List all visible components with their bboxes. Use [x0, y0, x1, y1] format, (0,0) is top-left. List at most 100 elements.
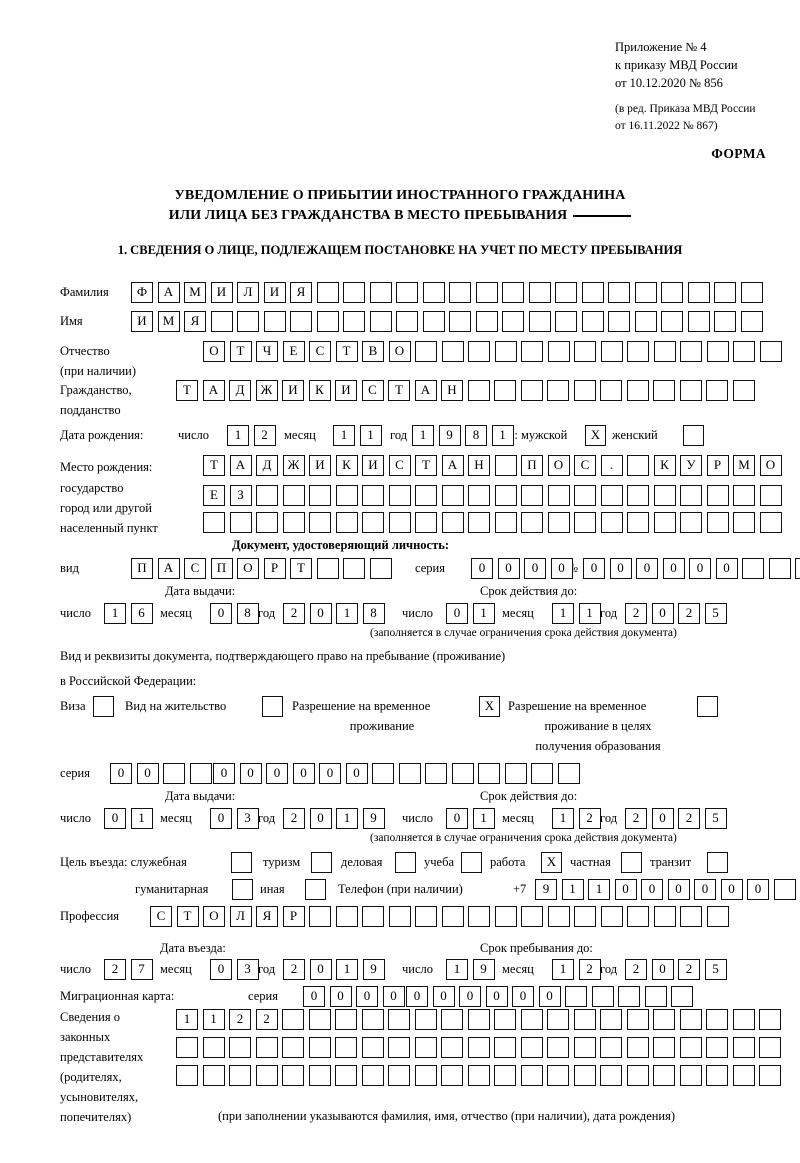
- char-cell[interactable]: [290, 311, 312, 332]
- char-cell[interactable]: [335, 906, 358, 927]
- char-cell[interactable]: [547, 380, 569, 401]
- char-cell[interactable]: И: [309, 455, 331, 476]
- char-cell[interactable]: [653, 906, 676, 927]
- char-cell[interactable]: [608, 311, 630, 332]
- char-cell[interactable]: 1: [578, 603, 601, 624]
- char-cell[interactable]: [573, 1065, 596, 1086]
- char-cell[interactable]: [494, 485, 517, 506]
- char-cell[interactable]: К: [335, 455, 358, 476]
- char-cell[interactable]: 0: [210, 808, 232, 829]
- char-cell[interactable]: 9: [472, 959, 495, 980]
- char-cell[interactable]: [176, 1065, 198, 1086]
- char-cell[interactable]: [468, 906, 490, 927]
- char-cell[interactable]: [189, 763, 212, 784]
- char-cell[interactable]: А: [414, 380, 437, 401]
- char-cell[interactable]: [467, 1065, 490, 1086]
- char-cell[interactable]: [600, 1037, 622, 1058]
- char-cell[interactable]: [680, 512, 702, 533]
- checkbox-purpose-other[interactable]: [305, 879, 326, 900]
- char-cell[interactable]: Л: [229, 906, 252, 927]
- char-cell[interactable]: [680, 906, 702, 927]
- char-cell[interactable]: 2: [255, 1009, 278, 1030]
- char-cell[interactable]: [759, 1037, 781, 1058]
- char-cell[interactable]: [626, 1037, 649, 1058]
- char-cell[interactable]: [687, 311, 710, 332]
- char-cell[interactable]: [449, 282, 471, 303]
- char-cell[interactable]: Е: [203, 485, 225, 506]
- char-cell[interactable]: [309, 512, 331, 533]
- char-cell[interactable]: [759, 341, 782, 362]
- char-cell[interactable]: [706, 1065, 728, 1086]
- char-cell[interactable]: С: [388, 455, 411, 476]
- char-cell[interactable]: 1: [104, 603, 126, 624]
- char-cell[interactable]: [627, 341, 649, 362]
- char-cell[interactable]: [671, 986, 693, 1007]
- char-cell[interactable]: [653, 380, 675, 401]
- char-cell[interactable]: 1: [552, 808, 574, 829]
- char-cell[interactable]: П: [521, 455, 543, 476]
- char-cell[interactable]: 7: [130, 959, 153, 980]
- char-cell[interactable]: [441, 1065, 463, 1086]
- checkbox-purpose-tourism[interactable]: [311, 852, 332, 873]
- char-cell[interactable]: 2: [283, 959, 305, 980]
- char-cell[interactable]: [680, 341, 702, 362]
- char-cell[interactable]: [574, 906, 596, 927]
- char-cell[interactable]: [335, 1009, 357, 1030]
- char-cell[interactable]: [441, 906, 464, 927]
- input-reps-row2[interactable]: [176, 1037, 781, 1058]
- char-cell[interactable]: [600, 380, 622, 401]
- char-cell[interactable]: 0: [651, 808, 674, 829]
- char-cell[interactable]: Я: [290, 282, 312, 303]
- char-cell[interactable]: [362, 485, 384, 506]
- char-cell[interactable]: Н: [468, 455, 490, 476]
- char-cell[interactable]: [388, 512, 411, 533]
- char-cell[interactable]: [308, 1009, 331, 1030]
- char-cell[interactable]: [581, 311, 604, 332]
- char-cell[interactable]: [396, 282, 418, 303]
- char-cell[interactable]: 0: [210, 603, 232, 624]
- char-cell[interactable]: [415, 485, 437, 506]
- char-cell[interactable]: [653, 512, 676, 533]
- char-cell[interactable]: [714, 282, 736, 303]
- char-cell[interactable]: М: [733, 455, 755, 476]
- char-cell[interactable]: [528, 282, 551, 303]
- char-cell[interactable]: 8: [236, 603, 259, 624]
- char-cell[interactable]: 0: [406, 986, 428, 1007]
- char-cell[interactable]: [343, 282, 365, 303]
- char-cell[interactable]: Р: [706, 455, 729, 476]
- char-cell[interactable]: 1: [359, 425, 382, 446]
- char-cell[interactable]: [176, 1037, 198, 1058]
- char-cell[interactable]: .: [600, 455, 623, 476]
- char-cell[interactable]: 0: [720, 879, 743, 900]
- char-cell[interactable]: [369, 558, 392, 579]
- char-cell[interactable]: [229, 1065, 251, 1086]
- char-cell[interactable]: [680, 485, 702, 506]
- char-cell[interactable]: [520, 380, 543, 401]
- char-cell[interactable]: [467, 1037, 490, 1058]
- char-cell[interactable]: 0: [345, 763, 368, 784]
- char-cell[interactable]: [557, 763, 580, 784]
- char-cell[interactable]: Ж: [282, 455, 305, 476]
- char-cell[interactable]: [795, 558, 800, 579]
- char-cell[interactable]: Р: [282, 906, 305, 927]
- char-cell[interactable]: И: [362, 455, 384, 476]
- checkbox-residence-permit[interactable]: [262, 696, 283, 717]
- char-cell[interactable]: В: [362, 341, 384, 362]
- char-cell[interactable]: [618, 986, 640, 1007]
- char-cell[interactable]: [388, 1037, 410, 1058]
- char-cell[interactable]: [555, 282, 577, 303]
- char-cell[interactable]: 0: [309, 808, 332, 829]
- char-cell[interactable]: [502, 311, 524, 332]
- char-cell[interactable]: [573, 1037, 596, 1058]
- char-cell[interactable]: [768, 558, 791, 579]
- char-cell[interactable]: [229, 512, 252, 533]
- char-cell[interactable]: П: [131, 558, 153, 579]
- char-cell[interactable]: 2: [104, 959, 126, 980]
- char-cell[interactable]: [369, 282, 392, 303]
- char-cell[interactable]: 0: [303, 986, 325, 1007]
